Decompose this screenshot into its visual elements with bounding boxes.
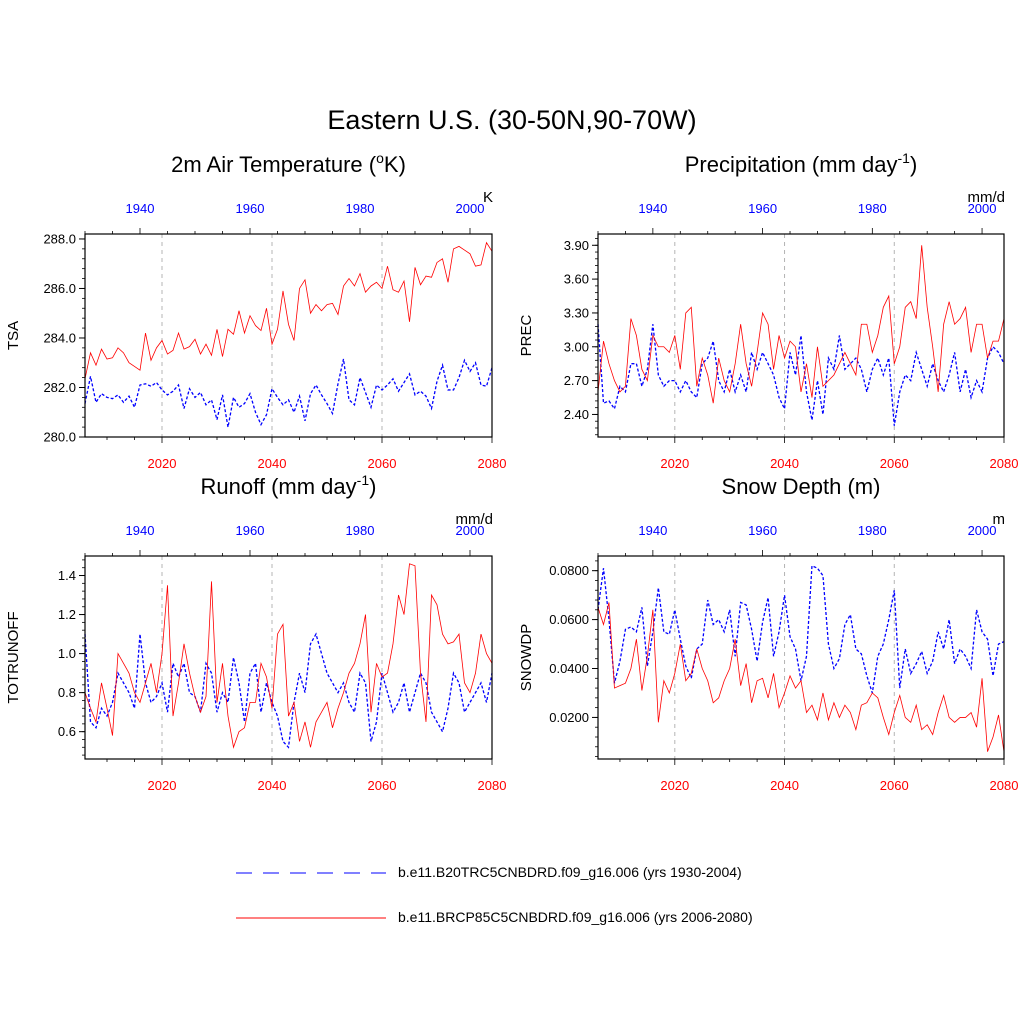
series-line-rcp85 [84, 241, 493, 379]
x-top-tick-label: 1940 [638, 201, 667, 216]
y-tick-label: 1.2 [58, 607, 76, 622]
y-tick-label: 284.0 [43, 330, 76, 345]
series-line-historical [84, 358, 493, 428]
x-bottom-tick-label: 2040 [770, 456, 799, 471]
x-top-tick-label: 1960 [236, 201, 265, 216]
x-bottom-tick-label: 2040 [770, 778, 799, 793]
x-bottom-tick-label: 2020 [660, 778, 689, 793]
y-tick-label: 3.90 [564, 238, 589, 253]
y-tick-label: 3.30 [564, 305, 589, 320]
y-tick-label: 2.40 [564, 407, 589, 422]
x-top-tick-label: 1960 [748, 201, 777, 216]
y-tick-label: 280.0 [43, 430, 76, 445]
x-top-tick-label: 1940 [638, 523, 667, 538]
y-axis-label: SNOWDP [518, 624, 535, 692]
panel-title: Snow Depth (m) [722, 474, 881, 499]
x-bottom-tick-label: 2040 [258, 778, 287, 793]
panel-title: Runoff (mm day-1) [201, 472, 377, 499]
y-tick-label: 286.0 [43, 281, 76, 296]
y-tick-label: 0.0800 [549, 563, 589, 578]
y-tick-label: 2.70 [564, 373, 589, 388]
units-label: mm/d [968, 189, 1006, 206]
x-top-tick-label: 2000 [968, 201, 997, 216]
panel-title: 2m Air Temperature (oK) [171, 150, 406, 177]
x-bottom-tick-label: 2060 [880, 456, 909, 471]
plot-frame [84, 555, 493, 760]
y-tick-label: 0.6 [58, 724, 76, 739]
x-top-tick-label: 1940 [126, 523, 155, 538]
x-bottom-tick-label: 2020 [148, 456, 177, 471]
x-top-tick-label: 1960 [748, 523, 777, 538]
units-label: K [483, 189, 493, 206]
y-tick-label: 0.0600 [549, 612, 589, 627]
x-top-tick-label: 1980 [858, 201, 887, 216]
x-top-tick-label: 1960 [236, 523, 265, 538]
legend: b.e11.B20TRC5CNBDRD.f09_g16.006 (yrs 193… [236, 864, 753, 925]
y-tick-label: 288.0 [43, 231, 76, 246]
x-bottom-tick-label: 2060 [368, 778, 397, 793]
x-top-tick-label: 2000 [968, 523, 997, 538]
legend-historical-label: b.e11.B20TRC5CNBDRD.f09_g16.006 (yrs 193… [398, 864, 742, 880]
x-bottom-tick-label: 2040 [258, 456, 287, 471]
panel-0: 280.0 282.0 284.0 286.0 288.0 2020 2040 2060 208… [5, 150, 506, 471]
series-line-historical [597, 564, 1005, 694]
units-label: mm/d [456, 511, 494, 528]
y-tick-label: 3.00 [564, 339, 589, 354]
figure-title: Eastern U.S. (30-50N,90-70W) [327, 105, 696, 135]
x-bottom-tick-label: 2080 [478, 778, 507, 793]
y-axis-label: TOTRUNOFF [5, 611, 22, 703]
plot-frame [84, 233, 493, 438]
y-axis-label: TSA [5, 321, 22, 350]
x-bottom-tick-label: 2080 [990, 456, 1019, 471]
x-top-tick-label: 1980 [346, 201, 375, 216]
series-line-rcp85 [597, 245, 1005, 404]
x-bottom-tick-label: 2020 [148, 778, 177, 793]
plot-frame [597, 555, 1005, 760]
y-tick-label: 0.0400 [549, 661, 589, 676]
x-top-tick-label: 1980 [858, 523, 887, 538]
y-tick-label: 282.0 [43, 380, 76, 395]
x-top-tick-label: 2000 [456, 523, 485, 538]
x-bottom-tick-label: 2080 [990, 778, 1019, 793]
units-label: m [993, 511, 1006, 528]
series-line-rcp85 [84, 563, 493, 749]
x-bottom-tick-label: 2060 [880, 778, 909, 793]
y-tick-label: 1.0 [58, 646, 76, 661]
series-line-rcp85 [597, 602, 1005, 752]
y-tick-label: 3.60 [564, 272, 589, 287]
panels: 280.0 282.0 284.0 286.0 288.0 2020 2040 2060 208… [5, 150, 1018, 793]
y-tick-label: 0.8 [58, 685, 76, 700]
legend-future-label: b.e11.BRCP85C5CNBDRD.f09_g16.006 (yrs 20… [398, 909, 753, 925]
panel-title: Precipitation (mm day-1) [685, 150, 918, 177]
x-top-tick-label: 1940 [126, 201, 155, 216]
series-line-historical [84, 632, 493, 749]
panel-3: 0.0200 0.0400 0.0600 0.0800 2020 2040 2060 2080… [518, 474, 1018, 793]
y-tick-label: 1.4 [58, 568, 76, 583]
y-tick-label: 0.0200 [549, 710, 589, 725]
x-bottom-tick-label: 2060 [368, 456, 397, 471]
y-axis-label: PREC [518, 315, 535, 357]
x-top-tick-label: 1980 [346, 523, 375, 538]
plot-frame [597, 233, 1005, 438]
panel-1: 2.40 2.70 3.00 3.30 3.60 3.90 2020 2040 2060 2080… [518, 150, 1018, 471]
panel-2: 0.6 0.8 1.0 1.2 1.4 2020 2040 2060 2080 1940 1960 1… [5, 472, 506, 793]
x-top-tick-label: 2000 [456, 201, 485, 216]
series-line-historical [597, 324, 1005, 426]
x-bottom-tick-label: 2080 [478, 456, 507, 471]
x-bottom-tick-label: 2020 [660, 456, 689, 471]
